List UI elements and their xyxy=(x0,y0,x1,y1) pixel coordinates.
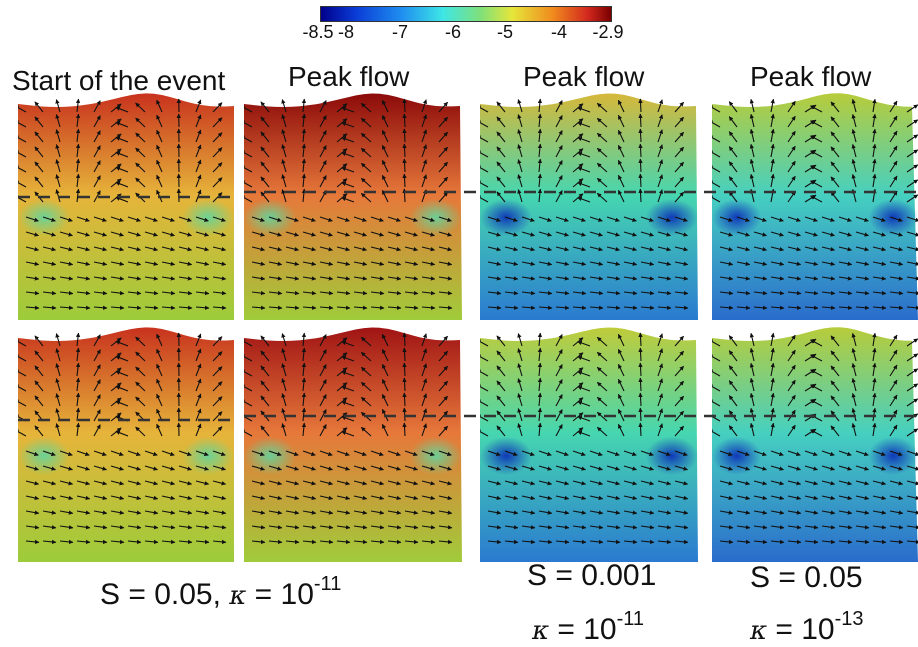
caption-right-kappa-symbol: κ xyxy=(750,616,767,646)
low-pressure-spot xyxy=(869,437,918,475)
low-pressure-spot xyxy=(646,199,698,236)
velocity-arrow xyxy=(404,378,405,391)
colorbar-tick: -7 xyxy=(392,23,408,41)
velocity-arrow xyxy=(404,408,405,421)
caption-left-kappa: κ xyxy=(229,581,246,611)
velocity-arrow xyxy=(404,189,405,202)
colorbar-tick: -8 xyxy=(338,23,354,41)
velocity-arrow xyxy=(640,363,641,376)
colorbar xyxy=(320,6,612,22)
colorbar-tick: -6 xyxy=(445,23,461,41)
velocity-arrow xyxy=(640,114,641,127)
velocity-arrow xyxy=(640,378,641,391)
velocity-arrow xyxy=(404,144,405,157)
caption-right-s: S = 0.05 xyxy=(750,562,863,594)
velocity-arrow xyxy=(640,129,641,142)
flow-panel-row1-s001 xyxy=(480,88,698,320)
velocity-arrow xyxy=(404,393,405,406)
caption-left-s: S = 0.05, xyxy=(100,578,229,611)
colorbar-tick: -4 xyxy=(551,23,567,41)
velocity-arrow xyxy=(640,99,641,112)
velocity-arrow xyxy=(404,174,405,187)
velocity-arrow xyxy=(640,348,641,361)
velocity-arrow xyxy=(404,348,405,361)
low-pressure-spot xyxy=(712,437,761,475)
velocity-arrow xyxy=(404,423,405,436)
colorbar-tick: -8.5 xyxy=(302,23,333,41)
caption-right-exponent: -13 xyxy=(835,608,864,630)
velocity-arrow xyxy=(640,144,641,157)
velocity-arrow xyxy=(640,174,641,187)
caption-right-kappa: κ = 10-13 xyxy=(750,603,864,647)
flow-panel-row2-peak xyxy=(244,322,462,562)
low-pressure-spot xyxy=(182,199,234,236)
caption-mid-exponent: -11 xyxy=(617,608,644,630)
velocity-arrow xyxy=(404,159,405,172)
flow-panel-row2-s001 xyxy=(480,322,698,562)
velocity-arrow xyxy=(404,363,405,376)
caption-mid-s: S = 0.001 xyxy=(527,560,656,592)
low-pressure-spot xyxy=(480,437,532,475)
flow-panel-row1-peak xyxy=(244,88,462,320)
low-pressure-spot xyxy=(410,199,462,236)
velocity-arrow xyxy=(640,393,641,406)
caption-mid-eq: = 10 xyxy=(549,613,617,646)
flow-panel-row1-start xyxy=(18,88,234,320)
colorbar-tick: -2.9 xyxy=(592,23,623,41)
caption-mid-kappa: κ = 10-11 xyxy=(532,603,644,647)
flow-panel-row1-k13 xyxy=(712,88,918,320)
caption-left-eq: = 10 xyxy=(246,578,314,611)
caption-left: S = 0.05, κ = 10-11 xyxy=(100,568,341,612)
flow-panel-row2-k13 xyxy=(712,322,918,562)
velocity-arrow xyxy=(404,114,405,127)
caption-mid-kappa-symbol: κ xyxy=(532,616,549,646)
caption-right-eq: = 10 xyxy=(767,613,835,646)
caption-left-exponent: -11 xyxy=(314,573,341,595)
velocity-arrow xyxy=(640,423,641,436)
velocity-arrow xyxy=(404,99,405,112)
velocity-arrow xyxy=(640,408,641,421)
velocity-arrow xyxy=(640,189,641,202)
velocity-arrow xyxy=(404,333,405,346)
colorbar-tick: -5 xyxy=(497,23,513,41)
low-pressure-spot xyxy=(244,437,296,475)
low-pressure-spot xyxy=(18,437,70,475)
flow-panel-row2-start xyxy=(18,322,234,562)
velocity-arrow xyxy=(404,129,405,142)
velocity-arrow xyxy=(640,159,641,172)
velocity-arrow xyxy=(640,333,641,346)
